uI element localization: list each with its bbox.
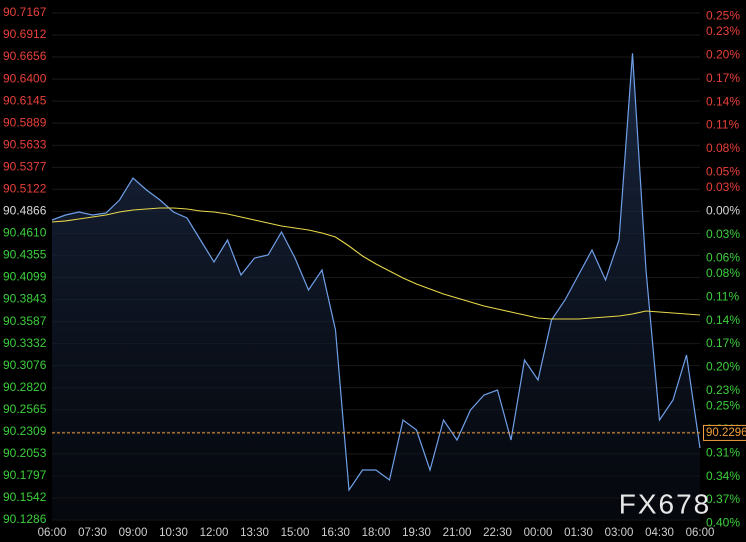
y-tick-label: 90.4610 (3, 226, 47, 240)
price-area (52, 53, 700, 521)
watermark: FX678 (619, 488, 712, 519)
y-tick-label: 90.2309 (3, 424, 47, 438)
y-tick-label: 90.7167 (3, 5, 47, 19)
y-tick-label: 90.2565 (3, 402, 47, 416)
series-line (51, 53, 701, 492)
x-tick-label: 18:00 (362, 527, 391, 539)
x-tick-label: 04:30 (645, 527, 674, 539)
y2-tick-label: 0.34% (706, 469, 740, 483)
y2-tick-label: 0.06% (706, 250, 740, 264)
y2-tick-label: 0.20% (706, 48, 740, 62)
y-tick-label: 90.5122 (3, 181, 47, 195)
x-tick-label: 21:00 (443, 527, 472, 539)
x-tick-label: 06:00 (38, 527, 67, 539)
y2-tick-label: 0.23% (706, 24, 740, 38)
y2-tick-label: 0.03% (706, 180, 740, 194)
x-tick-label: 15:00 (281, 527, 310, 539)
y-tick-label: 90.5633 (3, 137, 47, 151)
y2-tick-label: 0.11% (706, 118, 739, 132)
y-tick-label: 90.2820 (3, 380, 47, 394)
y2-tick-label: 0.17% (706, 336, 740, 350)
x-tick-label: 12:00 (200, 527, 229, 539)
y-tick-label: 90.3332 (3, 336, 47, 350)
x-tick-label: 01:30 (564, 527, 593, 539)
current-price-label: 90.2296 (706, 427, 746, 439)
current-price-tag: 90.2296 (703, 424, 746, 441)
y-tick-label: 90.4099 (3, 270, 47, 284)
y-tick-label: 90.1286 (3, 512, 47, 526)
y2-tick-label: 0.14% (706, 94, 740, 108)
y-tick-label: 90.6400 (3, 71, 47, 85)
x-tick-label: 22:30 (483, 527, 512, 539)
y-tick-label: 90.4866 (3, 204, 47, 218)
x-tick-label: 13:30 (240, 527, 269, 539)
current-price-box (703, 424, 746, 441)
x-tick-label: 07:30 (78, 527, 107, 539)
series-line (51, 207, 701, 320)
x-tick-label: 06:00 (686, 527, 715, 539)
y2-tick-label: 0.05% (706, 165, 740, 179)
y-tick-label: 90.5889 (3, 115, 47, 129)
y-tick-label: 90.5377 (3, 159, 47, 173)
y-tick-label: 90.3843 (3, 292, 47, 306)
y-tick-label: 90.1542 (3, 490, 47, 504)
y2-tick-label: 0.08% (706, 266, 740, 280)
y2-tick-label: 0.17% (706, 71, 740, 85)
y2-tick-label: 0.14% (706, 313, 740, 327)
x-tick-label: 00:00 (524, 527, 553, 539)
y-tick-label: 90.6145 (3, 93, 47, 107)
y2-tick-label: 0.23% (706, 383, 740, 397)
y2-tick-label: 0.00% (706, 204, 740, 218)
x-tick-label: 09:00 (119, 527, 148, 539)
y2-tick-label: 0.31% (706, 445, 740, 459)
x-tick-label: 03:00 (605, 527, 634, 539)
y2-tick-label: 0.08% (706, 141, 740, 155)
x-tick-label: 10:30 (159, 527, 188, 539)
y-tick-label: 90.6912 (3, 27, 47, 41)
y-tick-label: 90.1797 (3, 468, 47, 482)
y2-tick-label: 0.40% (706, 516, 740, 530)
y2-tick-label: 0.37% (706, 492, 740, 506)
y2-tick-label: 0.25% (706, 9, 740, 23)
x-tick-label: 19:30 (402, 527, 431, 539)
y2-tick-label: 0.25% (706, 399, 740, 413)
y-tick-label: 90.3587 (3, 314, 47, 328)
y-tick-label: 90.2053 (3, 446, 47, 460)
y-tick-label: 90.6656 (3, 49, 47, 63)
y2-tick-label: 0.11% (706, 289, 739, 303)
y-tick-label: 90.4355 (3, 248, 47, 262)
y2-tick-label: 0.03% (706, 227, 740, 241)
x-tick-label: 16:30 (321, 527, 350, 539)
y-tick-label: 90.3076 (3, 358, 47, 372)
y2-tick-label: 0.20% (706, 360, 740, 374)
